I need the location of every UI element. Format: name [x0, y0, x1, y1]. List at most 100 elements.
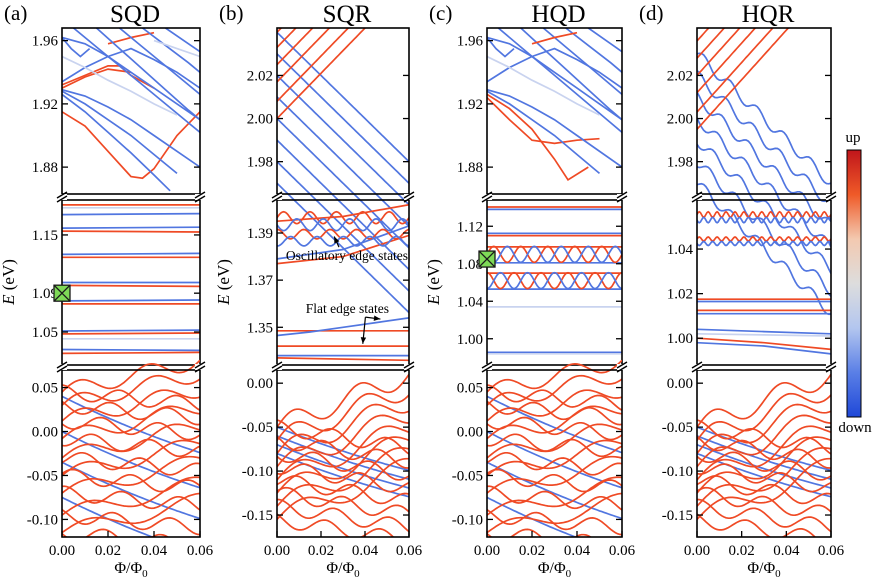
subplot-3-lines [697, 373, 831, 537]
y-tick-label: 0.05 [32, 381, 58, 397]
x-tick-label: 0.00 [684, 543, 710, 559]
descending-level-1 [697, 70, 831, 203]
level-down-6 [277, 225, 409, 260]
colorbar: up down [838, 130, 872, 436]
ascending-level-4 [697, 28, 726, 59]
level-up-4 [62, 230, 200, 233]
landau-up-0 [62, 359, 200, 393]
x-tick-label: 0.02 [308, 543, 334, 559]
landau-up-3 [277, 414, 409, 468]
level-down-1 [277, 317, 409, 337]
landau-up-b-4 [487, 451, 622, 476]
landau-up-5 [697, 436, 831, 494]
axis-break-mark [616, 191, 628, 199]
subplot-1-lines [487, 28, 622, 181]
y-tick-label: -0.10 [662, 464, 693, 480]
landau-up-b-6 [697, 498, 831, 533]
y-tick-label: 1.12 [457, 219, 483, 235]
level-pale-16 [153, 39, 200, 58]
y-tick-label: 2.00 [667, 112, 693, 128]
axis-break-mark [825, 361, 837, 369]
landau-down-1 [277, 435, 409, 481]
level-down-5 [62, 252, 200, 256]
landau-up-b-4 [62, 451, 200, 476]
landau-up-b-1 [487, 400, 622, 426]
axis-break-gap [692, 364, 702, 370]
y-tick-label: 1.96 [32, 34, 59, 50]
oscillatory-level-1 [277, 218, 409, 232]
landau-up-b-0 [62, 384, 200, 412]
level-down-7 [697, 328, 831, 335]
subplot-2-lines [487, 206, 622, 355]
ascending-level-1 [277, 28, 350, 102]
annotation-text-0: Oscillatory edge states [286, 248, 408, 263]
level-up-2 [62, 68, 132, 89]
level-down-6 [697, 341, 831, 355]
axis-break-mark [691, 365, 703, 373]
landau-up-0 [697, 373, 831, 428]
x-axis-label-main: Φ/Φ [538, 560, 566, 577]
y-tick-label: -0.10 [242, 464, 273, 480]
subplot-2-lines [697, 210, 831, 355]
axis-break-mark [481, 365, 493, 373]
x-axis-label-main: Φ/Φ [747, 560, 775, 577]
y-tick-label: -0.15 [662, 508, 693, 524]
subplot-2-frame [486, 199, 623, 366]
level-down-8 [542, 28, 622, 96]
level-down-5 [487, 36, 622, 121]
oscillatory-level-3 [697, 240, 831, 247]
landau-up-2 [697, 403, 831, 455]
subplot-3-frame [486, 369, 623, 538]
y-tick-label: 1.88 [32, 160, 58, 176]
axis-break-gap [826, 194, 836, 200]
y-tick-label: 1.00 [667, 331, 693, 347]
landau-up-6 [62, 455, 200, 494]
x-axis-label-sub: 0 [566, 568, 572, 580]
axis-break-gap [404, 194, 414, 200]
level-down-9 [62, 299, 200, 302]
oscillatory-level-1 [697, 216, 831, 224]
level-down-9 [72, 28, 200, 133]
y-tick-label: 2.00 [247, 112, 273, 128]
x-tick-label: 0.06 [396, 543, 423, 559]
landau-up-6 [487, 455, 622, 494]
colorbar-bar [846, 149, 862, 418]
landau-up-6 [697, 447, 831, 507]
y-tick-label: 1.04 [457, 294, 484, 310]
oscillatory-level-2 [277, 228, 409, 240]
axis-break-mark [616, 195, 628, 203]
x-tick-label: 0.04 [352, 543, 379, 559]
subplot-2-frame [276, 199, 410, 366]
landau-down-2 [697, 443, 831, 489]
y-axis-label-symbol: E [424, 294, 443, 306]
y-tick-label: 1.35 [247, 320, 273, 336]
landau-down-2 [487, 461, 622, 520]
axis-break-mark [56, 191, 68, 199]
axis-break-mark [194, 361, 206, 369]
oscillatory-level-3 [277, 235, 409, 247]
subplot-1-lines [697, 28, 831, 316]
axis-break-gap [826, 364, 836, 370]
landau-down-1 [697, 435, 831, 481]
panels-group: 1.96 1.92 1.88 1.15 1.09 1.05 0.05 0.00 -0.05 -0.… [0, 1, 845, 580]
landau-up-6 [277, 447, 409, 507]
x-tick-label: 0.06 [609, 543, 636, 559]
x-tick-label: 0.04 [564, 543, 591, 559]
descending-level-3 [697, 117, 831, 248]
descending-level-3 [277, 96, 409, 227]
y-tick-label: 1.88 [457, 160, 483, 176]
axis-break-mark [403, 191, 415, 199]
y-tick-label: 0.05 [457, 381, 483, 397]
level-down-3 [487, 88, 622, 168]
landau-up-4 [277, 425, 409, 481]
landau-up-2 [277, 403, 409, 455]
descending-level-4 [277, 117, 409, 249]
axis-break-mark [56, 365, 68, 373]
axis-break-mark [194, 365, 206, 373]
y-tick-label: 1.37 [247, 273, 274, 289]
subplot-3-frame [276, 369, 410, 538]
landau-up-b-5 [487, 468, 622, 493]
ascending-level-2 [697, 28, 757, 94]
landau-up-5 [487, 439, 622, 477]
